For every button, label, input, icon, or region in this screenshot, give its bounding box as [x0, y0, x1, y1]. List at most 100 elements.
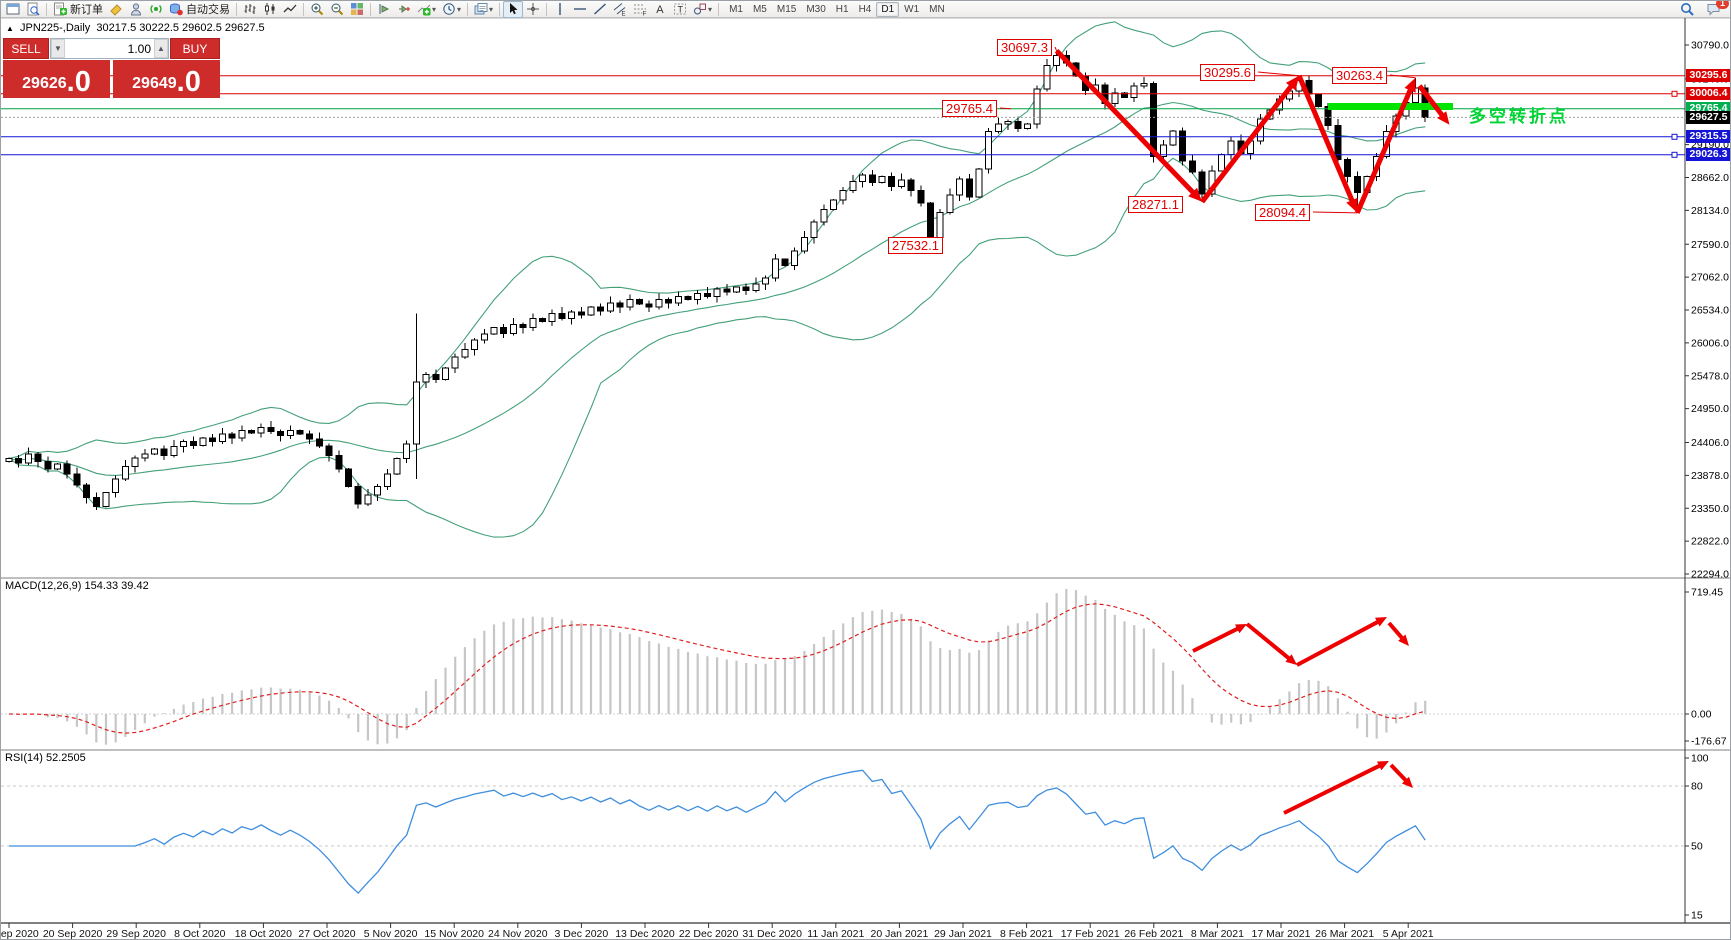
rsi-pane[interactable] [1, 769, 1685, 895]
vline-icon[interactable] [550, 1, 570, 18]
candle-body [694, 292, 702, 301]
fibonacci-icon[interactable]: F [630, 1, 650, 18]
volume-increase-button[interactable]: ▲ [154, 39, 168, 58]
timeframe-h4[interactable]: H4 [858, 3, 872, 15]
candle-body [5, 457, 13, 463]
zoom-out-icon[interactable] [327, 1, 347, 18]
candle-body [946, 194, 954, 213]
templates-icon[interactable]: ▾ [471, 1, 496, 18]
text-icon[interactable]: A [650, 1, 670, 18]
tile-report-icon[interactable] [23, 1, 43, 18]
candle-body [306, 433, 314, 440]
candle-body [655, 299, 663, 308]
candle-body [199, 437, 207, 446]
trend-zigzag-annotation[interactable] [1054, 49, 1450, 214]
bollinger-lo[interactable] [8, 157, 1426, 538]
price-annotation-label[interactable]: 30697.3 [997, 39, 1052, 56]
notifications-icon[interactable]: 1 [1703, 1, 1729, 18]
label-icon[interactable]: T [670, 1, 690, 18]
date-axis-label: 26 Feb 2021 [1124, 928, 1183, 940]
auto-scroll-icon[interactable] [374, 1, 394, 18]
chart-window-icon[interactable] [3, 1, 23, 18]
timeframe-h1[interactable]: H1 [835, 3, 849, 15]
hline-icon[interactable] [570, 1, 590, 18]
timeframe-m5[interactable]: M5 [752, 3, 767, 15]
candle-body [432, 373, 440, 380]
candle-body [189, 441, 197, 446]
sell-button[interactable]: SELL [3, 38, 49, 59]
price-annotation-label[interactable]: 30295.6 [1200, 64, 1255, 81]
axis-price-badge: 30006.4 [1686, 87, 1730, 101]
y-axis-tick: 27062.0 [1691, 272, 1729, 284]
candle-body [73, 473, 81, 486]
date-axis-label: 24 Nov 2020 [488, 928, 548, 940]
macd-pane[interactable] [1, 589, 1685, 745]
profile-icon[interactable] [126, 1, 146, 18]
candle-body [587, 306, 595, 316]
candle-body [713, 288, 721, 298]
periods-icon[interactable]: ▾ [439, 1, 464, 18]
bar-chart-icon[interactable] [240, 1, 260, 18]
signal-icon[interactable] [146, 1, 166, 18]
hline-handle[interactable] [1671, 151, 1678, 158]
macd-axis-tick: 0.00 [1691, 709, 1712, 721]
y-axis-tick: 26534.0 [1691, 305, 1729, 317]
candle-chart-icon[interactable] [260, 1, 280, 18]
hline-handle[interactable] [1671, 133, 1678, 140]
new-order-button[interactable]: 新订单 [50, 1, 106, 18]
trendline-icon[interactable] [590, 1, 610, 18]
candle-body [849, 180, 857, 192]
volume-value[interactable]: 1.00 [127, 42, 151, 56]
timeframe-w1[interactable]: W1 [904, 3, 920, 15]
hline-handle[interactable] [1671, 90, 1678, 97]
macd-arrow-annotation[interactable] [1192, 617, 1409, 667]
chart-shift-icon[interactable] [394, 1, 414, 18]
zoom-in-icon[interactable] [307, 1, 327, 18]
candle-body [1024, 123, 1031, 129]
candle-body [742, 286, 750, 291]
green-highlight-band[interactable] [1328, 103, 1453, 110]
buy-button[interactable]: BUY [170, 38, 220, 59]
price-annotation-label[interactable]: 30263.4 [1332, 67, 1387, 84]
channel-icon[interactable]: E [610, 1, 630, 18]
bollinger-mid[interactable] [8, 101, 1426, 476]
eraser-icon[interactable] [106, 1, 126, 18]
sell-price-box[interactable]: 29626 .0 [3, 60, 110, 98]
rsi-arrow-annotation[interactable] [1283, 761, 1413, 815]
line-chart-icon[interactable] [280, 1, 300, 18]
price-annotation-label[interactable]: 28094.4 [1255, 204, 1310, 221]
timeframe-m1[interactable]: M1 [729, 3, 743, 15]
candle-body [442, 367, 449, 380]
tile-windows-icon[interactable] [347, 1, 367, 18]
volume-decrease-button[interactable]: ▼ [51, 39, 65, 58]
buy-price-box[interactable]: 29649 .0 [113, 60, 220, 98]
price-annotation-label[interactable]: 29765.4 [942, 100, 997, 117]
timeframe-mn[interactable]: MN [929, 3, 945, 15]
candle-body [616, 302, 624, 308]
date-axis-label: 5 Nov 2020 [364, 928, 418, 940]
symbol-collapse-icon[interactable]: ▲ [6, 24, 14, 33]
auto-trading-button[interactable]: 自动交易 [166, 1, 233, 18]
indicators-icon[interactable]: ▾ [414, 1, 439, 18]
price-annotation-label[interactable]: 27532.1 [888, 237, 943, 254]
timeframe-d1[interactable]: D1 [876, 1, 900, 17]
search-icon[interactable] [1677, 1, 1697, 18]
candle-body [1179, 130, 1187, 162]
cursor-icon[interactable] [503, 1, 524, 18]
timeframe-m15[interactable]: M15 [776, 3, 797, 15]
timeframe-m30[interactable]: M30 [806, 3, 826, 15]
ohlc-values: 30217.5 30222.5 29602.5 29627.5 [96, 22, 265, 34]
candle-body [791, 250, 799, 266]
candle-body [703, 292, 711, 298]
date-axis-label: 15 Nov 2020 [424, 928, 484, 940]
bollinger-up[interactable] [8, 21, 1426, 459]
shapes-icon[interactable]: ▾ [690, 1, 715, 18]
toolbar: 新订单 自动交易 ▾ ▾ ▾ E F A T ▾ M1 M5 M15 M30 H1 H4 D1 W1 MN 1 [1, 1, 1730, 18]
annotation-text-cn[interactable]: 多空转折点 [1469, 107, 1569, 126]
crosshair-icon[interactable] [523, 1, 543, 18]
main-price-pane[interactable] [5, 21, 1429, 538]
candle-body [1198, 171, 1206, 195]
price-annotation-label[interactable]: 28271.1 [1128, 196, 1183, 213]
